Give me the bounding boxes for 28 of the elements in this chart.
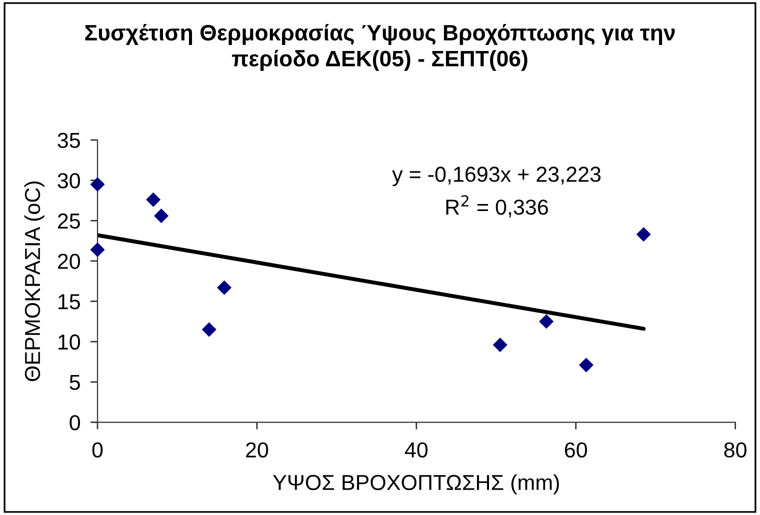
y-tick-label: 35 (58, 132, 80, 148)
point (578, 358, 594, 372)
y-tick-label: 0 (70, 415, 80, 430)
y-tick-label: 5 (70, 374, 80, 390)
x-tick-label: 20 (246, 442, 268, 458)
x-tick-label: 40 (404, 442, 428, 458)
point (636, 227, 651, 242)
y-tick-label: 30 (58, 173, 80, 188)
point (539, 314, 554, 329)
point (90, 177, 105, 192)
y-tick-label: 25 (58, 213, 80, 229)
y-tick-label: 10 (58, 334, 80, 350)
point (146, 192, 161, 207)
point (202, 322, 216, 337)
annotation: y = -0,1693x + 23,223 (392, 166, 601, 186)
annotation: R$^{2}$ = 0,336 (446, 195, 548, 218)
y-tick-label: 20 (58, 254, 80, 269)
chart-title: Συσχέτιση Θερμοκρασίας Ύψους Βροχόπτωσης για την περίοδο ΔΕΚ(05) - ΣΕΠΤ(06) (85, 24, 675, 71)
x-tick-label: 0 (92, 442, 103, 458)
point (216, 280, 232, 295)
x-tick-label: 60 (564, 442, 587, 458)
point (154, 208, 169, 224)
x-axis-title: ΥΨΟΣ ΒΡΟΧΟΠΤΩΣΗΣ (mm) (273, 474, 559, 494)
y-tick-label: 15 (58, 294, 80, 310)
x-tick-label: 80 (724, 442, 746, 458)
point (492, 338, 508, 352)
y-axis-title: ΘΕΡΜΟΚΡΑΣΙΑ (oC) (24, 182, 44, 382)
point (90, 242, 105, 257)
